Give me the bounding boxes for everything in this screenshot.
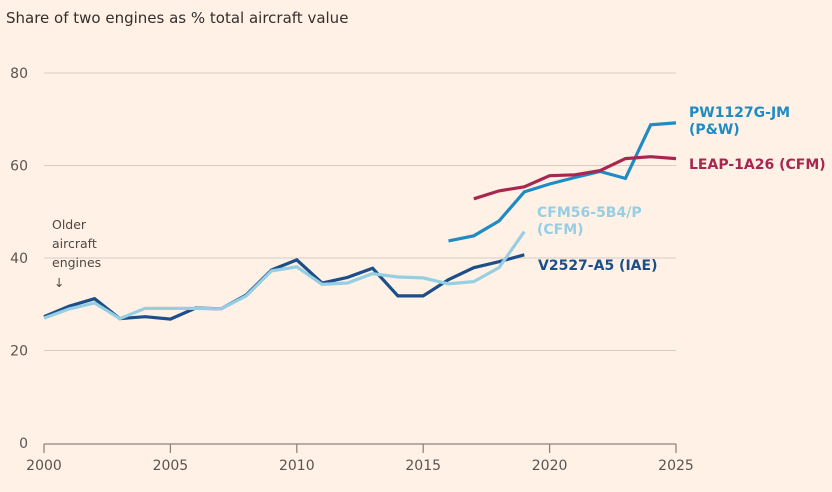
series-label-pw1127g-jm-p-w: PW1127G-JM [689,105,790,121]
series-label-cfm56-5b4-p-cfm: CFM56-5B4/P [537,205,642,221]
series-label-pw1127g-jm-p-w: (P&W) [689,122,740,138]
chart-title: Share of two engines as % total aircraft… [6,9,348,27]
series-labels: V2527-A5 (IAE) CFM56-5B4/P(CFM) PW1127G-JM… [537,105,826,274]
x-tick-label: 2020 [532,458,568,474]
annotation-text: Older [52,217,87,232]
y-tick-label: 80 [10,66,28,82]
annotation-arrow-icon: ↓ [54,275,64,290]
series-line-pw1127g-jm-p-w [448,121,677,243]
y-axis-ticks: 0 20 40 60 80 [10,66,28,452]
gridlines [44,72,676,351]
y-tick-label: 0 [19,436,28,452]
annotation-text: engines [52,255,101,270]
annotation-text: aircraft [52,236,97,251]
series-line-leap-1a26-cfm [473,155,677,201]
y-tick-label: 40 [10,251,28,267]
x-axis: 2000 2005 2010 2015 2020 2025 [26,443,694,474]
series-label-leap-1a26-cfm: LEAP-1A26 (CFM) [689,157,826,173]
x-tick-label: 2025 [658,458,694,474]
series-label-cfm56-5b4-p-cfm: (CFM) [537,222,584,238]
y-tick-label: 20 [10,344,28,360]
annotation-older-engines: Older aircraft engines ↓ [52,217,101,290]
x-tick-label: 2000 [26,458,62,474]
x-tick-label: 2015 [405,458,441,474]
y-tick-label: 60 [10,159,28,175]
x-tick-label: 2005 [153,458,189,474]
series-label-v2527-a5-iae: V2527-A5 (IAE) [538,258,657,274]
series-lines [43,121,677,321]
x-tick-label: 2010 [279,458,315,474]
series-line-cfm56-5b4-p-cfm [43,230,526,321]
series-line-v2527-a5-iae [43,253,525,321]
